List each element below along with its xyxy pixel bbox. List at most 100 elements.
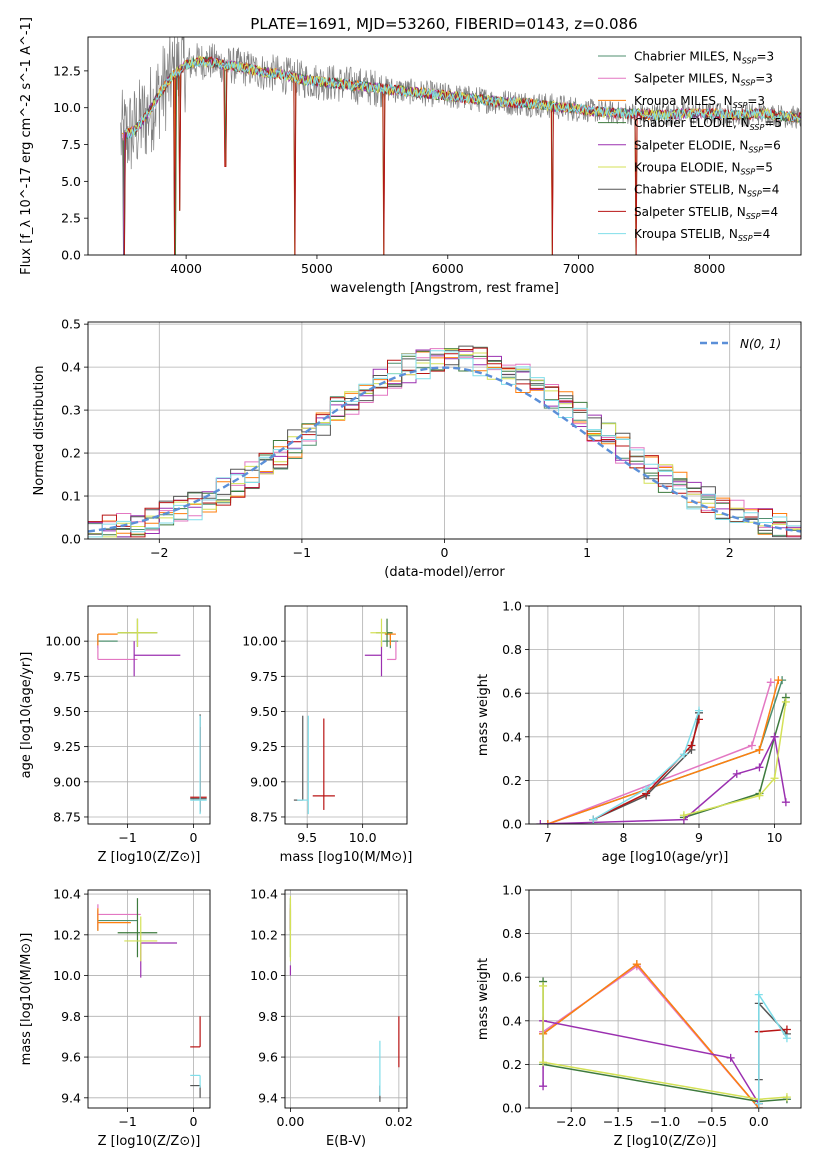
- y-tick-label: 9.25: [250, 739, 278, 754]
- axes-frame: [87, 36, 802, 256]
- marker-kroupa_miles: [632, 960, 641, 969]
- series-chabrier_stelib: [758, 1001, 788, 1080]
- x-tick-label: 7000: [563, 261, 595, 276]
- y-tick-label: 9.8: [258, 1009, 278, 1024]
- legend-label: Chabrier ELODIE, NSSP=5: [634, 116, 782, 132]
- x-axis-label: Z [log10(Z/Z⊙)]: [98, 1134, 201, 1149]
- axes-frame: [87, 605, 211, 825]
- y-tick-label: 5.0: [61, 174, 81, 189]
- x-axis-label: age [log10(age/yr)]: [602, 850, 729, 865]
- series-salpeter_miles: [547, 682, 772, 824]
- panel-weight_vs_Z: −2.0 −1.5 −1.0 −0.5 0.0 0.0 0.2 0.4 0.6 0.8 1.0 Z […: [476, 883, 802, 1149]
- x-tick-label: 0: [190, 830, 198, 845]
- x-tick-label: 9.5: [297, 830, 317, 845]
- series-salpeter_miles: [542, 965, 760, 1108]
- legend-label: Salpeter STELIB, NSSP=4: [634, 205, 778, 221]
- series-chabrier_miles: [547, 679, 783, 824]
- x-tick-label: 6000: [432, 261, 464, 276]
- marker-kroupa_elodie: [782, 1093, 791, 1102]
- hist-salpeter_stelib: [88, 347, 801, 538]
- x-axis-label: mass [log10(M/M⊙)]: [280, 850, 413, 865]
- x-tick-label: 8: [619, 830, 627, 845]
- axes-frame: [284, 605, 408, 825]
- y-tick-label: 0.4: [502, 1013, 522, 1028]
- y-tick-label: 0.3: [61, 403, 81, 418]
- y-tick-label: 0.2: [502, 1057, 522, 1072]
- y-tick-label: 12.5: [53, 63, 81, 78]
- marker-kroupa_elodie: [679, 811, 688, 820]
- series-chabrier_stelib: [592, 712, 700, 821]
- axes-frame: [528, 889, 802, 1109]
- series-salpeter_elodie: [540, 734, 787, 824]
- x-tick-label: 0: [190, 1114, 198, 1129]
- y-tick-label: 9.8: [61, 1009, 81, 1024]
- marker-salpeter_miles: [766, 678, 775, 687]
- marker-kroupa_elodie: [781, 697, 790, 706]
- x-axis-label: (data-model)/error: [384, 565, 505, 580]
- marker-kroupa_stelib: [679, 750, 688, 759]
- x-tick-label: −1: [118, 830, 136, 845]
- legend-label: N(0, 1): [740, 337, 781, 351]
- y-tick-label: 1.0: [502, 599, 522, 614]
- model-kroupa_stelib: [125, 58, 801, 139]
- legend-label: Chabrier STELIB, NSSP=4: [634, 183, 779, 199]
- marker-kroupa_stelib: [754, 1099, 763, 1108]
- model-salpeter_stelib: [123, 56, 801, 255]
- y-tick-label: 10.2: [250, 927, 278, 942]
- y-tick-label: 0.2: [502, 773, 522, 788]
- y-tick-label: 0.6: [502, 970, 522, 985]
- hist-kroupa_stelib: [88, 350, 801, 538]
- y-tick-label: 10.00: [242, 634, 278, 649]
- y-tick-label: 0.4: [61, 360, 81, 375]
- y-tick-label: 10.0: [250, 968, 278, 983]
- series-kroupa_miles: [542, 963, 760, 1108]
- y-tick-label: 8.75: [250, 809, 278, 824]
- x-tick-label: 0: [441, 545, 449, 560]
- y-tick-label: 10.00: [45, 634, 81, 649]
- y-tick-label: 9.6: [258, 1050, 278, 1065]
- series-kroupa_elodie: [683, 701, 787, 817]
- series-kroupa_stelib: [592, 710, 700, 821]
- y-axis-label: Normed distribution: [32, 366, 47, 496]
- marker-kroupa_stelib: [782, 1034, 791, 1043]
- marker-salpeter_elodie: [539, 1082, 548, 1091]
- panel-age_vs_mass: 9.5 10.0 8.75 9.00 9.25 9.50 9.75 10.00 mass [lo…: [242, 605, 413, 865]
- panel-mass_vs_ebv: 0.00 0.02 9.4 9.6 9.8 10.0 10.2 10.4 E(B-V): [250, 887, 413, 1149]
- series-chabrier_miles: [542, 963, 760, 1108]
- plot-area: [539, 960, 791, 1108]
- plot-area: [120, 37, 801, 255]
- y-axis-label: mass weight: [476, 958, 491, 1040]
- panel-weight_vs_age: 7 8 9 10 0.0 0.2 0.4 0.6 0.8 1.0 age [log10(age/yr…: [476, 599, 802, 865]
- y-tick-label: 9.4: [61, 1090, 81, 1105]
- marker-kroupa_miles: [543, 820, 552, 824]
- y-axis-label: mass weight: [476, 674, 491, 756]
- x-tick-label: 0.02: [385, 1114, 413, 1129]
- x-tick-label: −1: [293, 545, 311, 560]
- series-salpeter_elodie: [542, 1019, 760, 1104]
- x-tick-label: 9: [695, 830, 703, 845]
- y-tick-label: 0.8: [502, 926, 522, 941]
- marker-salpeter_elodie: [755, 763, 764, 772]
- panel-age_vs_Z: −1 0 8.75 9.00 9.25 9.50 9.75 10.00 Z [log10(Z/Z…: [19, 605, 211, 865]
- y-tick-label: 9.75: [250, 669, 278, 684]
- plot-area: [97, 898, 201, 1098]
- y-tick-label: 0.1: [61, 489, 81, 504]
- marker-salpeter_elodie: [536, 820, 545, 824]
- y-tick-label: 0.0: [61, 532, 81, 547]
- y-tick-label: 0.0: [61, 248, 81, 263]
- y-tick-label: 9.75: [53, 669, 81, 684]
- y-tick-label: 9.00: [53, 774, 81, 789]
- x-tick-label: 1: [583, 545, 591, 560]
- axes-frame: [87, 321, 802, 540]
- x-tick-label: 0.0: [749, 1114, 769, 1129]
- y-tick-label: 0.0: [502, 817, 522, 832]
- y-tick-label: 0.5: [61, 317, 81, 332]
- legend-label: Salpeter ELODIE, NSSP=6: [634, 138, 781, 154]
- y-tick-label: 8.75: [53, 809, 81, 824]
- series-kroupa_stelib: [758, 992, 788, 1104]
- marker-salpeter_elodie: [770, 732, 779, 741]
- y-tick-label: 0.6: [502, 686, 522, 701]
- panel-mass_vs_Z: −1 0 9.4 9.6 9.8 10.0 10.2 10.4 Z [log10(Z/Z⊙)] m…: [19, 887, 211, 1149]
- y-tick-label: 2.5: [61, 211, 81, 226]
